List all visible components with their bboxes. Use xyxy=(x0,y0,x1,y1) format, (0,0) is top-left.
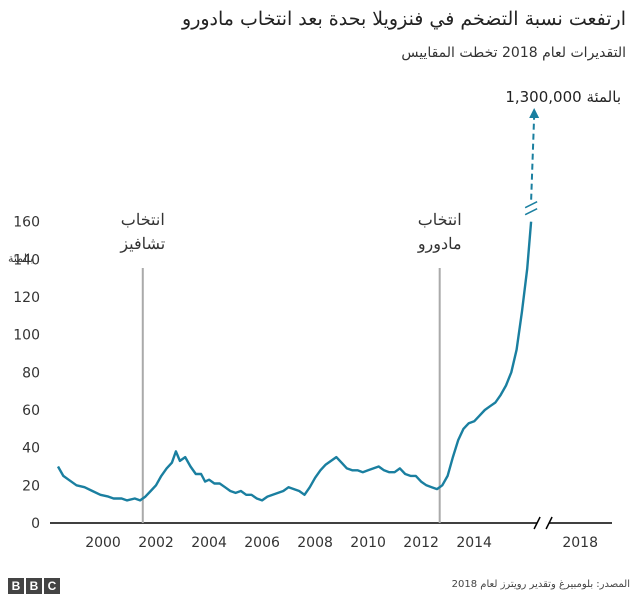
extension-dashed-line xyxy=(530,115,536,200)
event-label: انتخاب xyxy=(121,210,165,229)
event-label: مادورو xyxy=(417,234,462,253)
chart-title: ارتفعت نسبة التضخم في فنزويلا بحدة بعد ا… xyxy=(182,8,626,30)
y-tick-label: 160 xyxy=(13,215,40,231)
y-tick-label: 100 xyxy=(13,328,40,344)
x-tick-label: 2014 xyxy=(456,535,492,551)
chart-subtitle: التقديرات لعام 2018 تخطت المقاييس xyxy=(401,45,626,61)
x-tick-label: 2004 xyxy=(191,535,227,551)
bbc-logo: B B C xyxy=(8,578,60,594)
y-tick-label: 140 xyxy=(13,252,40,268)
source-note: المصدر: بلومبيرغ وتقدير رويترز لعام 2018 xyxy=(451,579,630,590)
x-axis-break-mark xyxy=(545,516,553,530)
x-tick-label: 2012 xyxy=(403,535,439,551)
y-tick-label: 0 xyxy=(31,516,40,532)
footer: B B C المصدر: بلومبيرغ وتقدير رويترز لعا… xyxy=(0,572,640,601)
event-label: تشافيز xyxy=(119,234,165,253)
y-axis-label: بالمئة xyxy=(8,252,33,265)
x-tick-label: 2006 xyxy=(244,535,280,551)
x-tick-label: 2010 xyxy=(350,535,386,551)
y-tick-label: 20 xyxy=(22,478,40,494)
x-tick-label: 2018 xyxy=(562,535,598,551)
y-tick-label: 40 xyxy=(22,441,40,457)
x-tick-label: 2000 xyxy=(85,535,121,551)
inflation-series-line xyxy=(56,221,533,502)
event-label: انتخاب xyxy=(418,210,462,229)
chart: 0 20 40 60 80 100 120 140 160 بالمئة 2000 2002 2004 2… xyxy=(8,88,621,551)
y-tick-label: 60 xyxy=(22,403,40,419)
extension-label: 1,300,000 بالمئة xyxy=(505,88,621,106)
series-break-mark xyxy=(524,201,538,209)
x-tick-label: 2002 xyxy=(138,535,174,551)
y-tick-label: 120 xyxy=(13,290,40,306)
series-break-mark xyxy=(524,208,538,216)
x-tick-label: 2008 xyxy=(297,535,333,551)
x-axis-break-mark xyxy=(533,516,541,530)
y-tick-label: 80 xyxy=(22,365,40,381)
extension-arrowhead xyxy=(529,108,540,118)
